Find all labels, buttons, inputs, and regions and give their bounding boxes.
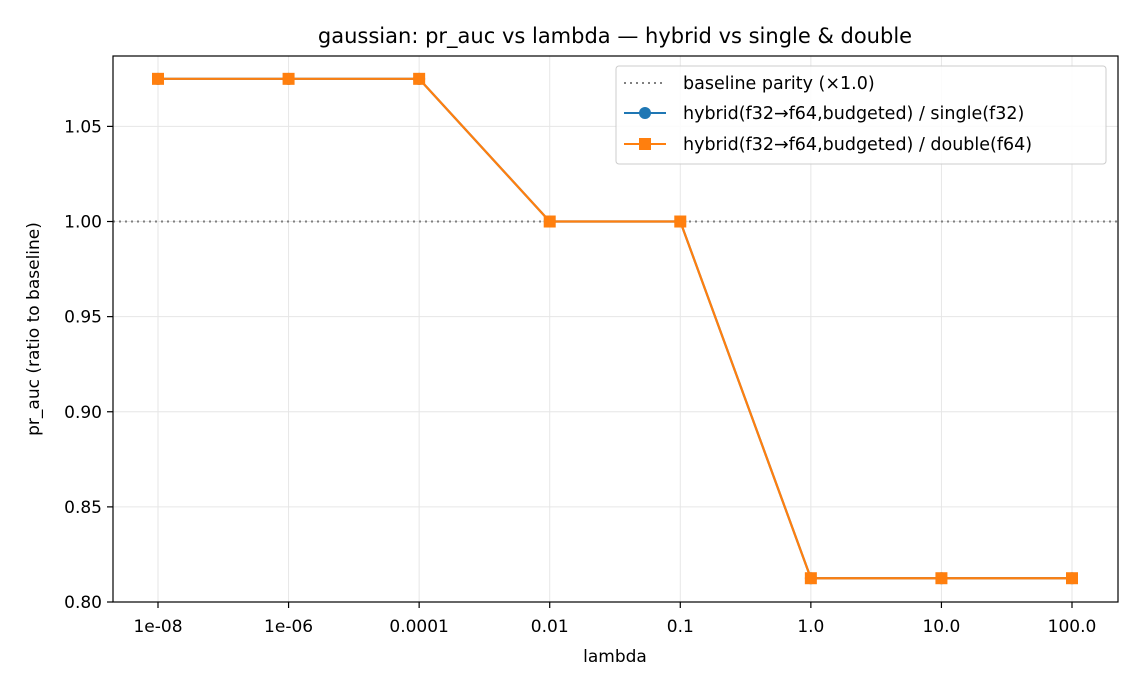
series-layer (152, 72, 1078, 585)
x-axis: 1e-08 1e-06 0.0001 0.01 0.1 1.0 10.0 100.0 (133, 602, 1096, 637)
x-tick-label: 0.01 (531, 617, 569, 637)
legend: baseline parity (×1.0) hybrid(f32→f64,bu… (615, 65, 1107, 165)
plot-frame (112, 55, 1119, 603)
legend-series-1-marker (639, 107, 651, 119)
series-2-point (152, 72, 164, 85)
series-2 (152, 72, 1078, 585)
y-axis-label: pr_auc (ratio to baseline) (24, 222, 44, 436)
x-axis-label: lambda (583, 647, 647, 667)
series-2-point (282, 72, 295, 85)
chart-title: gaussian: pr_auc vs lambda — hybrid vs s… (318, 24, 912, 49)
y-tick-label: 0.90 (64, 403, 102, 423)
x-tick-label: 1e-08 (133, 617, 182, 637)
y-tick-label: 0.85 (64, 498, 102, 518)
series-2-point (543, 215, 556, 228)
legend-series-1-label: hybrid(f32→f64,budgeted) / single(f32) (683, 104, 1024, 124)
series-2-point (804, 572, 817, 585)
legend-series-2-label: hybrid(f32→f64,budgeted) / double(f64) (683, 135, 1032, 155)
legend-box (615, 65, 1107, 165)
series-2-point (674, 215, 687, 228)
series-2-point (1066, 572, 1078, 585)
x-tick-label: 0.0001 (389, 617, 448, 637)
y-axis: 0.80 0.85 0.90 0.95 1.00 1.05 (64, 117, 113, 613)
x-tick-label: 10.0 (922, 617, 960, 637)
series-2-point (413, 72, 426, 85)
legend-baseline-label: baseline parity (×1.0) (683, 74, 875, 94)
y-tick-label: 1.05 (64, 117, 102, 137)
series-2-point (935, 572, 948, 585)
y-tick-label: 0.95 (64, 308, 102, 328)
y-tick-label: 1.00 (64, 213, 102, 233)
x-tick-label: 1.0 (797, 617, 824, 637)
series-2-line (158, 77, 1072, 580)
y-tick-label: 0.80 (64, 593, 102, 613)
legend-series-2-marker (639, 138, 651, 150)
x-tick-label: 100.0 (1048, 617, 1097, 637)
x-tick-label: 1e-06 (264, 617, 313, 637)
x-tick-label: 0.1 (667, 617, 694, 637)
